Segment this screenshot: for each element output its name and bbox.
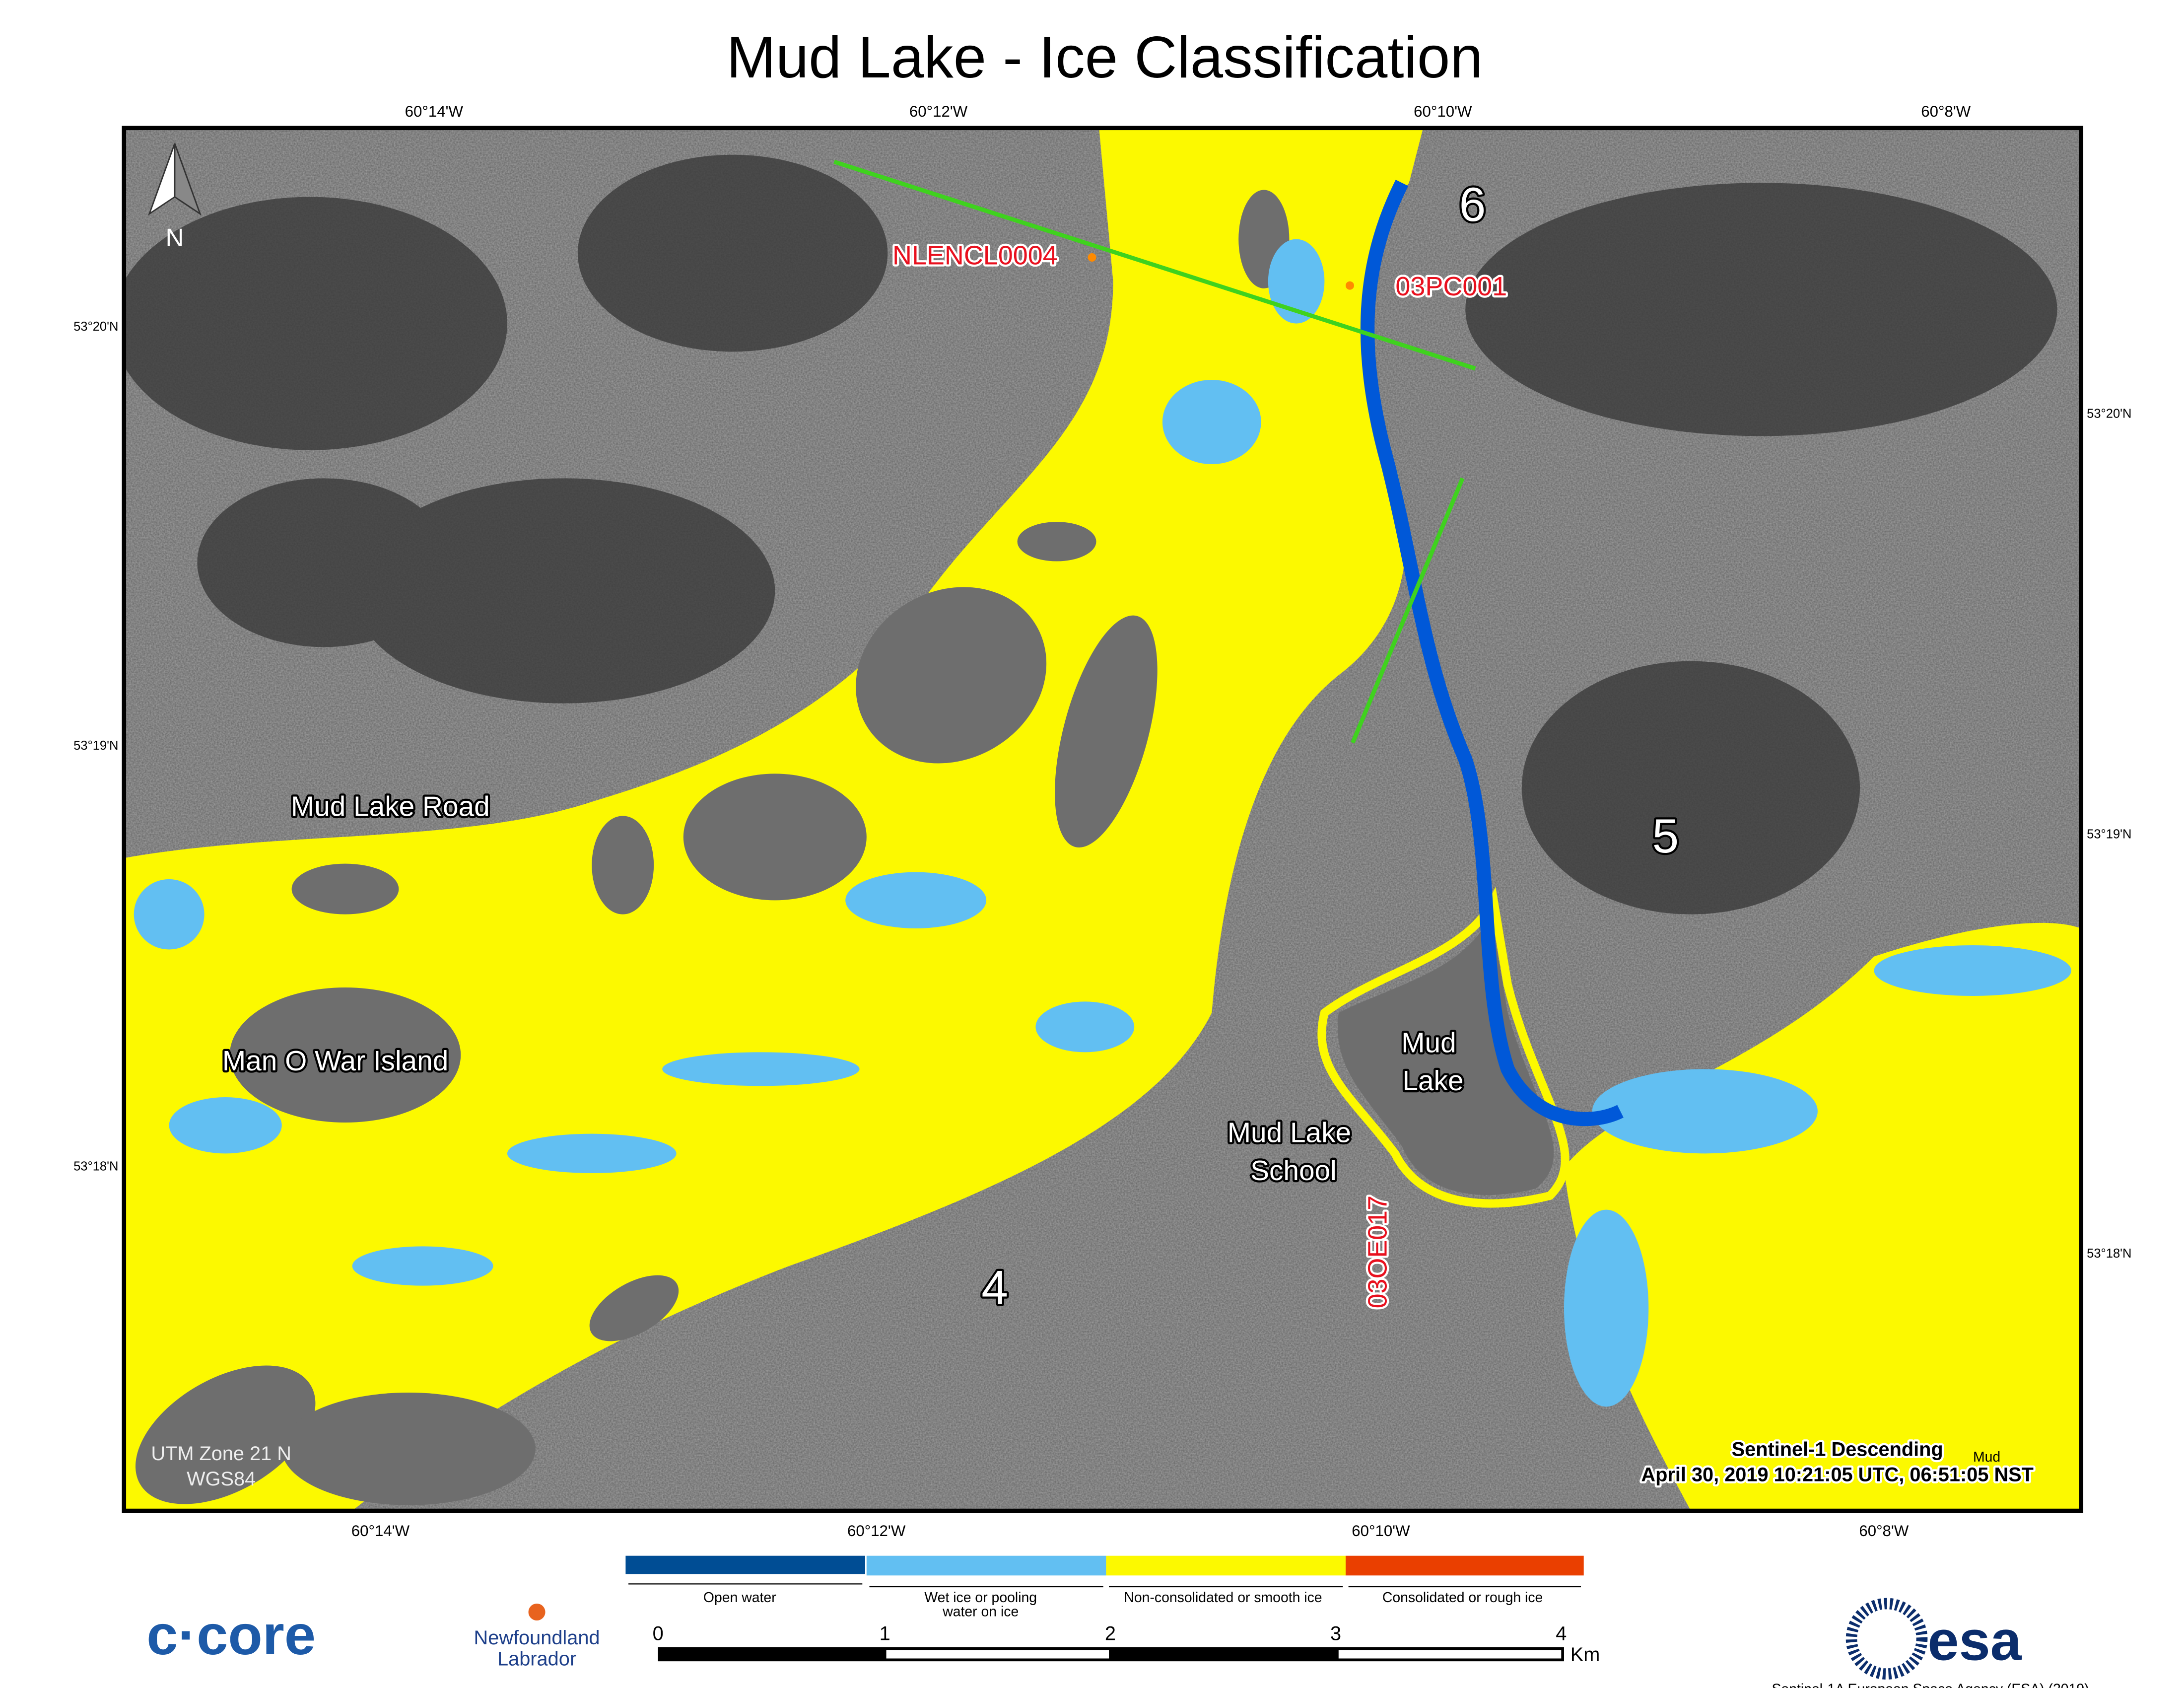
sensor-label: Sentinel-1 Descending [1732,1439,1943,1461]
road-label: Mud Lake Road [291,791,490,822]
station-marker[interactable] [1345,281,1354,290]
ccore-logo: c·core [146,1604,316,1667]
legend-swatch-wet-ice [866,1555,1106,1576]
graticule-labels: 60°14'W 60°12'W 60°10'W 60°8'W 60°14'W 6… [73,103,2131,1540]
sensor-extra-label: Mud [1973,1449,2000,1465]
lon-tick-label: 60°10'W [1352,1522,1410,1540]
lon-tick-label: 60°14'W [351,1522,410,1540]
school-label: Mud Lake [1228,1118,1351,1149]
lon-tick-label: 60°8'W [1859,1522,1909,1540]
esa-logo-text: esa [1927,1609,2022,1672]
legend-swatch-open-water [625,1555,865,1574]
lat-tick-label: 53°20'N [2087,407,2131,421]
lon-tick-label: 60°12'W [847,1522,906,1540]
map-area[interactable]: N NLENCL0004 03PC001 03OE017 6 5 4 Mud L… [112,128,2081,1533]
image-credit: Sentinel-1A European Space Agency (ESA) … [1772,1681,2089,1688]
projection-label: WGS84 [187,1468,256,1490]
lat-tick-label: 53°18'N [73,1159,118,1173]
lon-tick-label: 60°14'W [405,103,464,120]
zone-label: 4 [981,1262,1008,1315]
dark-terrain [124,154,2057,914]
station-marker[interactable] [1088,253,1096,262]
legend-swatch-rough-ice [1345,1555,1584,1576]
legend-swatch-smooth-ice [1106,1555,1346,1576]
wet-ice-patches [134,239,2071,1407]
esa-emblem-icon [1845,1598,1928,1680]
lat-tick-label: 53°19'N [73,739,118,753]
lat-tick-label: 53°19'N [2087,828,2131,842]
transect-line-north [833,159,1476,371]
lon-tick-label: 60°10'W [1414,103,1472,120]
islands [135,190,1554,1505]
acquisition-date: April 30, 2019 10:21:05 UTC, 06:51:05 NS… [1641,1464,2033,1486]
open-water-channel [1360,180,1624,1126]
scale-unit: Km [1570,1644,1600,1666]
nl-logo-text: Newfoundland [474,1627,600,1649]
nl-logo-text: Labrador [497,1648,576,1670]
zone-label: 6 [1459,178,1486,231]
station-label: 03OE017 [1363,1196,1392,1308]
scale-bar: 0 1 2 3 4 Km [653,1623,1600,1666]
legend-label: Wet ice or pooling [924,1590,1037,1606]
school-label: School [1250,1155,1337,1187]
map-title: Mud Lake - Ice Classification [727,24,1483,90]
scale-tick: 1 [880,1623,890,1645]
legend: Open water Wet ice or pooling water on i… [625,1555,1584,1620]
lat-tick-label: 53°18'N [2087,1247,2131,1261]
lon-tick-label: 60°8'W [1921,103,1971,120]
legend-label: Consolidated or rough ice [1382,1590,1543,1606]
scale-tick: 2 [1105,1623,1116,1645]
zone-label: 5 [1652,810,1679,863]
map-frame [122,126,2084,1513]
lat-tick-label: 53°20'N [73,320,118,334]
transect-line-south [1351,477,1465,744]
lake-label: Mud [1401,1027,1456,1058]
station-label: NLENCL0004 [892,241,1058,271]
scale-tick: 4 [1556,1623,1567,1645]
north-arrow: N [148,143,202,252]
legend-label: Non-consolidated or smooth ice [1124,1590,1322,1606]
legend-label: Open water [703,1590,776,1606]
ccore-logo-text: c·core [146,1604,316,1667]
scale-tick: 0 [653,1623,664,1645]
island-label: Man O War Island [222,1046,448,1077]
esa-logo: esa [1845,1598,2022,1680]
legend-label: water on ice [942,1604,1019,1620]
scale-tick: 3 [1330,1623,1341,1645]
lake-label: Lake [1402,1065,1463,1097]
lon-tick-label: 60°12'W [909,103,968,120]
projection-label: UTM Zone 21 N [151,1443,291,1465]
newfoundland-labrador-logo: Newfoundland Labrador [474,1604,600,1670]
station-label: 03PC001 [1395,272,1507,301]
pitcher-plant-icon [528,1604,546,1620]
north-label: N [166,223,184,252]
